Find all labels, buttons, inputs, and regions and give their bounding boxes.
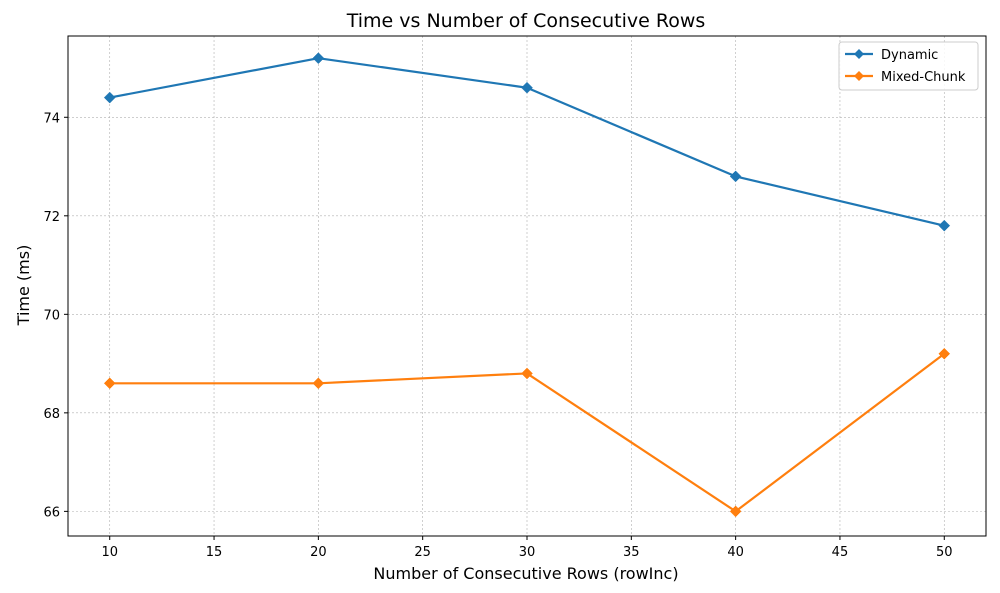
legend-marker-mixed-chunk bbox=[854, 71, 864, 81]
legend-label-mixed-chunk: Mixed-Chunk bbox=[881, 70, 966, 85]
axis-ticks: 10 15 20 25 30 35 40 45 50 66 68 70 72 74 bbox=[43, 111, 952, 560]
data-point-dynamic bbox=[938, 219, 951, 232]
data-point-dynamic bbox=[103, 91, 116, 104]
y-axis-label: Time (ms) bbox=[14, 245, 33, 327]
data-point-mixed-chunk bbox=[938, 347, 951, 360]
legend-item-dynamic: Dynamic bbox=[845, 48, 938, 63]
x-tick-label: 50 bbox=[936, 545, 953, 560]
legend-marker-dynamic bbox=[854, 49, 864, 59]
y-tick-label: 72 bbox=[43, 210, 60, 225]
y-tick-label: 74 bbox=[43, 111, 60, 126]
legend-label-dynamic: Dynamic bbox=[881, 48, 938, 63]
data-point-dynamic bbox=[312, 52, 325, 65]
legend-box bbox=[838, 41, 979, 91]
y-tick-label: 66 bbox=[43, 505, 60, 520]
series-dynamic bbox=[103, 52, 951, 232]
y-tick-label: 68 bbox=[43, 407, 60, 422]
data-point-mixed-chunk bbox=[521, 367, 533, 380]
x-tick-label: 30 bbox=[519, 545, 536, 560]
y-tick-label: 70 bbox=[43, 308, 60, 323]
data-point-mixed-chunk bbox=[729, 505, 742, 518]
x-tick-label: 45 bbox=[832, 545, 849, 560]
x-tick-label: 35 bbox=[623, 545, 640, 560]
grid-lines bbox=[68, 36, 986, 536]
data-point-mixed-chunk bbox=[312, 377, 325, 390]
series-mixed-chunk bbox=[103, 347, 951, 518]
x-tick-label: 15 bbox=[206, 545, 223, 560]
series-layer bbox=[103, 52, 951, 518]
chart-title: Time vs Number of Consecutive Rows bbox=[346, 10, 706, 32]
data-point-dynamic bbox=[521, 81, 533, 94]
legend-item-mixed-chunk: Mixed-Chunk bbox=[845, 70, 966, 85]
x-tick-label: 20 bbox=[310, 545, 327, 560]
data-point-mixed-chunk bbox=[103, 377, 116, 390]
x-tick-label: 10 bbox=[101, 545, 118, 560]
x-tick-label: 25 bbox=[414, 545, 431, 560]
x-tick-label: 40 bbox=[727, 545, 744, 560]
x-axis-label: Number of Consecutive Rows (rowInc) bbox=[373, 564, 678, 583]
legend: Dynamic Mixed-Chunk bbox=[838, 41, 979, 91]
data-point-dynamic bbox=[729, 170, 742, 183]
